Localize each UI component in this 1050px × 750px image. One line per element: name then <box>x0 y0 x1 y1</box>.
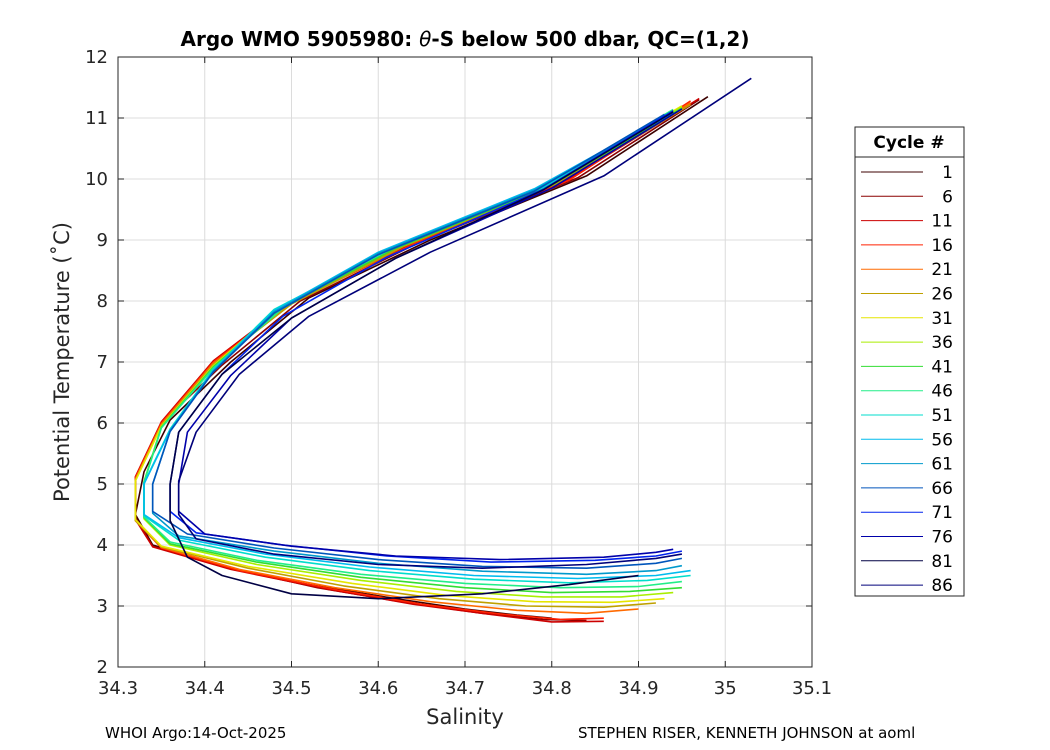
x-tick-label: 35 <box>714 678 737 699</box>
series-line-cycle-61 <box>151 112 683 576</box>
legend-label-cycle-56: 56 <box>931 430 953 450</box>
series-line-cycle-31 <box>134 105 683 604</box>
legend-label-cycle-31: 31 <box>931 309 953 329</box>
legend-label-cycle-66: 66 <box>931 479 953 499</box>
legend-label-cycle-51: 51 <box>931 406 953 426</box>
y-tick-label: 8 <box>97 291 108 312</box>
legend-label-cycle-36: 36 <box>931 333 953 353</box>
y-tick-label: 9 <box>97 230 108 251</box>
series-line-cycle-41 <box>143 107 683 594</box>
series-line-cycle-81 <box>169 111 674 600</box>
series-group <box>134 77 752 623</box>
x-tick-label: 34.4 <box>185 678 225 699</box>
legend-label-cycle-6: 6 <box>942 187 953 207</box>
y-tick-label: 11 <box>85 108 108 129</box>
y-tick-label: 12 <box>85 47 108 68</box>
y-axis-title: Potential Temperature (˚C) <box>50 222 74 502</box>
series-line-cycle-26 <box>134 103 692 609</box>
legend-box <box>854 126 965 597</box>
y-tick-label: 2 <box>97 657 108 678</box>
legend-label-cycle-46: 46 <box>931 382 953 402</box>
legend-label-cycle-41: 41 <box>931 357 953 377</box>
footer-left: WHOI Argo:14-Oct-2025 <box>105 724 287 742</box>
x-tick-label: 35.1 <box>792 678 832 699</box>
series-line-cycle-51 <box>143 110 691 584</box>
legend-label-cycle-1: 1 <box>942 163 953 183</box>
legend-title: Cycle # <box>873 133 944 153</box>
legend-label-cycle-76: 76 <box>931 528 953 548</box>
legend: Cycle # 16111621263136414651566166717681… <box>854 126 965 597</box>
chart-title: Argo WMO 5905980: θ-S below 500 dbar, QC… <box>181 27 750 51</box>
series-line-cycle-46 <box>143 108 682 589</box>
legend-label-cycle-81: 81 <box>931 552 953 572</box>
x-tick-label: 34.6 <box>358 678 398 699</box>
y-tick-label: 5 <box>97 474 108 495</box>
legend-label-cycle-16: 16 <box>931 236 953 256</box>
series-line-cycle-86 <box>177 77 752 570</box>
legend-label-cycle-61: 61 <box>931 455 953 475</box>
legend-label-cycle-21: 21 <box>931 260 953 280</box>
y-tick-label: 10 <box>85 169 108 190</box>
x-tick-label: 34.9 <box>618 678 658 699</box>
x-tick-label: 34.7 <box>445 678 485 699</box>
legend-label-cycle-26: 26 <box>931 285 953 305</box>
series-line-cycle-76 <box>177 108 683 561</box>
y-tick-label: 6 <box>97 413 108 434</box>
legend-label-cycle-86: 86 <box>931 576 953 596</box>
x-axis-title: Salinity <box>426 705 504 729</box>
y-tick-label: 7 <box>97 352 108 373</box>
x-tick-label: 34.5 <box>271 678 311 699</box>
x-tick-label: 34.8 <box>532 678 572 699</box>
legend-label-cycle-71: 71 <box>931 503 953 523</box>
x-axis: 34.3 34.4 34.5 34.6 34.7 34.8 34.9 35 35.1 <box>98 57 832 699</box>
footer-right: STEPHEN RISER, KENNETH JOHNSON at aoml <box>578 724 916 742</box>
legend-label-cycle-11: 11 <box>931 212 953 232</box>
series-line-cycle-56 <box>143 111 691 580</box>
y-axis: 2 3 4 5 6 7 8 9 10 11 12 <box>85 47 812 678</box>
y-tick-label: 3 <box>97 596 108 617</box>
series-line-cycle-66 <box>151 113 683 570</box>
x-tick-label: 34.3 <box>98 678 138 699</box>
y-tick-label: 4 <box>97 535 108 556</box>
